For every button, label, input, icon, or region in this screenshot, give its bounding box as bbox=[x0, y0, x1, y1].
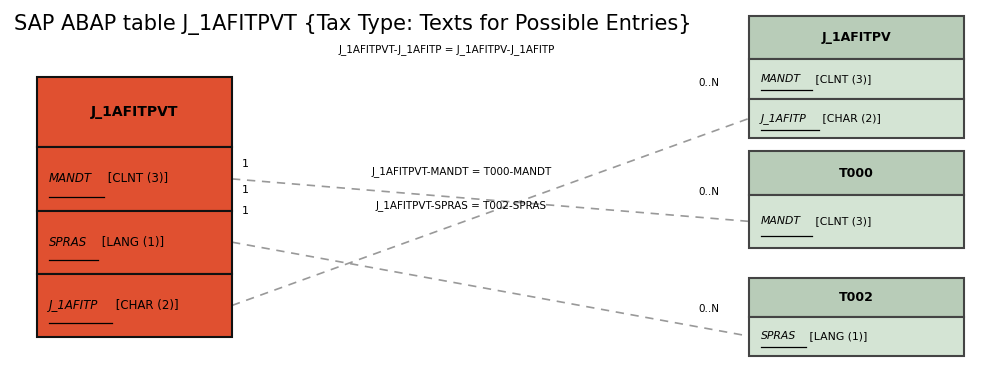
Text: [LANG (1)]: [LANG (1)] bbox=[806, 331, 867, 341]
Text: [CHAR (2)]: [CHAR (2)] bbox=[112, 299, 179, 312]
Text: MANDT: MANDT bbox=[49, 172, 91, 185]
Text: 0..N: 0..N bbox=[698, 78, 720, 87]
Text: 1: 1 bbox=[241, 206, 249, 216]
Text: T000: T000 bbox=[839, 167, 874, 179]
FancyBboxPatch shape bbox=[749, 59, 963, 98]
Text: [CLNT (3)]: [CLNT (3)] bbox=[812, 216, 871, 226]
FancyBboxPatch shape bbox=[37, 274, 232, 337]
FancyBboxPatch shape bbox=[749, 151, 963, 195]
Text: J_1AFITPVT-MANDT = T000-MANDT: J_1AFITPVT-MANDT = T000-MANDT bbox=[371, 166, 551, 177]
FancyBboxPatch shape bbox=[749, 195, 963, 248]
Text: SPRAS: SPRAS bbox=[760, 331, 796, 341]
Text: [CHAR (2)]: [CHAR (2)] bbox=[819, 113, 881, 123]
Text: J_1AFITP: J_1AFITP bbox=[760, 113, 806, 124]
Text: MANDT: MANDT bbox=[760, 216, 800, 226]
Text: 1: 1 bbox=[241, 159, 249, 169]
Text: [CLNT (3)]: [CLNT (3)] bbox=[104, 172, 168, 185]
Text: 0..N: 0..N bbox=[698, 304, 720, 314]
FancyBboxPatch shape bbox=[37, 210, 232, 274]
Text: [LANG (1)]: [LANG (1)] bbox=[98, 236, 164, 249]
Text: SAP ABAP table J_1AFITPVT {Tax Type: Texts for Possible Entries}: SAP ABAP table J_1AFITPVT {Tax Type: Tex… bbox=[15, 14, 692, 35]
FancyBboxPatch shape bbox=[749, 98, 963, 138]
FancyBboxPatch shape bbox=[37, 77, 232, 147]
Text: J_1AFITPVT: J_1AFITPVT bbox=[90, 105, 179, 119]
FancyBboxPatch shape bbox=[37, 147, 232, 210]
Text: J_1AFITPVT-SPRAS = T002-SPRAS: J_1AFITPVT-SPRAS = T002-SPRAS bbox=[376, 200, 546, 211]
Text: 1: 1 bbox=[241, 185, 249, 195]
Text: 0..N: 0..N bbox=[698, 187, 720, 197]
Text: J_1AFITPV: J_1AFITPV bbox=[821, 31, 891, 44]
Text: MANDT: MANDT bbox=[760, 74, 800, 84]
FancyBboxPatch shape bbox=[749, 16, 963, 59]
Text: [CLNT (3)]: [CLNT (3)] bbox=[812, 74, 871, 84]
Text: J_1AFITPVT-J_1AFITP = J_1AFITPV-J_1AFITP: J_1AFITPVT-J_1AFITP = J_1AFITPV-J_1AFITP bbox=[338, 44, 555, 55]
FancyBboxPatch shape bbox=[749, 317, 963, 356]
Text: SPRAS: SPRAS bbox=[49, 236, 87, 249]
Text: T002: T002 bbox=[839, 291, 874, 303]
Text: J_1AFITP: J_1AFITP bbox=[49, 299, 98, 312]
FancyBboxPatch shape bbox=[749, 277, 963, 317]
